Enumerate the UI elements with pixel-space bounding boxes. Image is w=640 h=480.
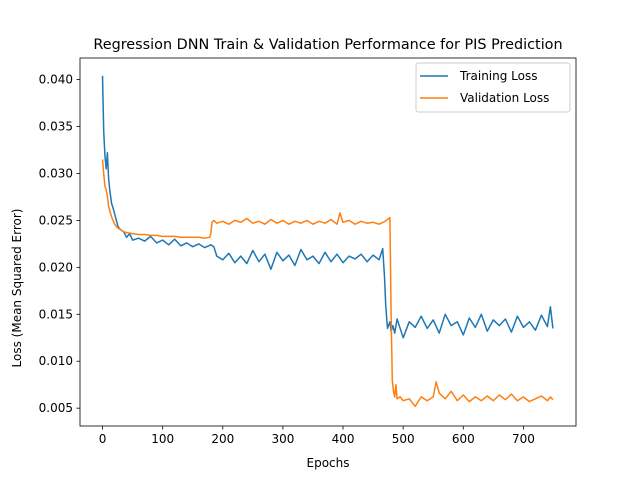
legend-label-validation: Validation Loss: [460, 91, 549, 105]
x-tick-label: 100: [151, 432, 174, 446]
y-tick-label: 0.040: [39, 73, 73, 87]
x-tick-label: 700: [512, 432, 535, 446]
y-tick-label: 0.010: [39, 354, 73, 368]
y-tick-label: 0.035: [39, 120, 73, 134]
y-tick-label: 0.025: [39, 213, 73, 227]
x-tick-label: 400: [332, 432, 355, 446]
x-axis-label: Epochs: [307, 456, 350, 470]
y-axis-label: Loss (Mean Squared Error): [10, 209, 24, 368]
legend-label-training: Training Loss: [459, 69, 537, 83]
chart-title: Regression DNN Train & Validation Perfor…: [93, 37, 562, 53]
legend: Training Loss Validation Loss: [415, 62, 571, 113]
x-tick-label: 600: [452, 432, 475, 446]
x-tick-label: 500: [392, 432, 415, 446]
y-tick-label: 0.020: [39, 260, 73, 274]
y-tick-label: 0.015: [39, 307, 73, 321]
x-tick-label: 0: [99, 432, 107, 446]
plot-lines: [101, 75, 554, 408]
axes-ticks: 0 100 200 300 400 500 600 700 0.005 0.010 0.015 0.0…: [39, 73, 535, 446]
series-line-1: [101, 159, 554, 408]
y-tick-label: 0.030: [39, 166, 73, 180]
x-tick-label: 300: [271, 432, 294, 446]
series-line-0: [101, 75, 554, 339]
y-tick-label: 0.005: [39, 401, 73, 415]
plot-frame: [79, 57, 577, 427]
x-tick-label: 200: [211, 432, 234, 446]
legend-box: [415, 62, 571, 113]
